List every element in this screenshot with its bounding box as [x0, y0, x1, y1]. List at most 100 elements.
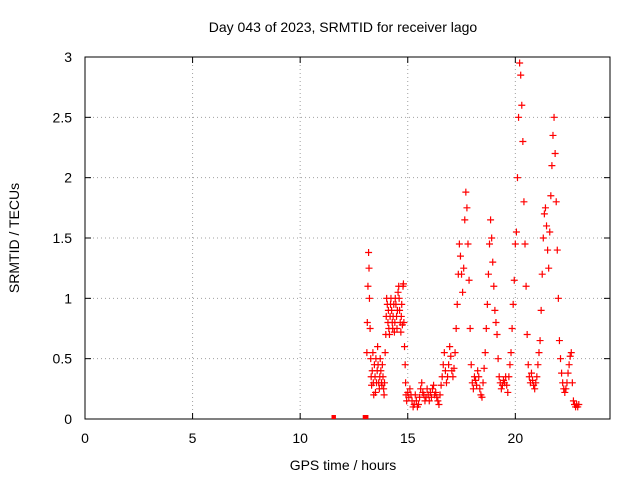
data-point [544, 246, 552, 254]
data-point [446, 343, 454, 351]
data-point [480, 364, 488, 372]
data-point [425, 397, 433, 405]
data-point [390, 328, 398, 336]
data-point [450, 364, 458, 372]
data-point [547, 192, 555, 200]
data-point [400, 318, 408, 326]
data-point [489, 258, 497, 266]
data-point [503, 381, 511, 389]
data-point [475, 373, 483, 381]
axis-ticks [84, 56, 610, 420]
data-point [518, 101, 526, 109]
data-point [412, 397, 420, 405]
data-point [377, 367, 385, 375]
data-point [491, 306, 499, 314]
data-point [393, 325, 401, 332]
data-point [436, 391, 444, 399]
data-point [437, 381, 445, 389]
data-point [524, 361, 532, 369]
data-point [447, 352, 455, 360]
data-point [435, 401, 443, 409]
data-point [487, 216, 495, 224]
data-point [492, 318, 500, 326]
data-point [532, 379, 540, 387]
data-point [366, 325, 374, 332]
data-point [416, 393, 424, 401]
data-point [536, 337, 544, 345]
data-point [381, 349, 389, 357]
data-point [540, 210, 548, 218]
data-point [551, 150, 559, 158]
data-point [569, 397, 577, 405]
data-point [517, 71, 525, 79]
data-point [490, 282, 498, 290]
data-point [452, 325, 460, 332]
x-tick-label: 20 [508, 430, 524, 446]
data-point [553, 246, 561, 254]
x-axis-label: GPS time / hours [290, 457, 397, 473]
data-point [415, 401, 423, 409]
data-point [535, 349, 543, 357]
x-axis-tick-labels: 0 5 10 15 20 [81, 430, 523, 446]
data-point [399, 280, 407, 288]
data-point [516, 59, 524, 67]
data-point [401, 361, 409, 369]
data-point [466, 325, 474, 332]
data-point [494, 355, 502, 363]
data-point [537, 306, 545, 314]
data-point [552, 198, 560, 206]
data-point [522, 282, 530, 290]
data-point [460, 264, 468, 272]
data-point [567, 349, 575, 357]
data-point [432, 388, 440, 396]
data-point [493, 331, 501, 339]
y-tick-label: 0 [64, 411, 72, 427]
y-tick-label: 1 [64, 290, 72, 306]
data-point [369, 349, 377, 357]
x-tick-label: 15 [400, 430, 416, 446]
data-point [575, 401, 583, 409]
data-point [508, 325, 516, 332]
data-point [505, 373, 513, 381]
data-point [564, 369, 572, 377]
data-point [397, 328, 405, 336]
data-point [378, 361, 386, 369]
data-point [374, 343, 382, 351]
data-point [562, 385, 570, 393]
data-point [504, 388, 512, 396]
data-point [445, 361, 453, 369]
data-point [511, 240, 519, 248]
data-point [417, 385, 425, 393]
data-point [364, 415, 369, 419]
data-point [406, 385, 414, 393]
y-tick-label: 3 [64, 49, 72, 65]
data-point [512, 228, 520, 236]
data-point [510, 276, 518, 284]
data-point [473, 381, 481, 389]
data-point [380, 391, 388, 399]
data-point [455, 240, 463, 248]
data-point [509, 300, 517, 308]
data-point [469, 385, 477, 393]
data-point [557, 355, 565, 363]
data-point [558, 369, 566, 377]
data-point [478, 393, 486, 401]
data-point [506, 361, 514, 369]
data-point [543, 222, 551, 230]
chart-title: Day 043 of 2023, SRMTID for receiver lag… [209, 19, 478, 35]
data-point [550, 113, 558, 121]
data-point [515, 113, 523, 121]
data-point [488, 234, 496, 242]
data-point [365, 294, 373, 302]
data-point [538, 270, 546, 278]
data-point [463, 204, 471, 212]
data-point [428, 385, 436, 393]
data-point [385, 331, 393, 339]
data-point [451, 349, 459, 357]
data-point [525, 373, 533, 381]
data-point [440, 349, 448, 357]
data-point [449, 373, 457, 381]
data-point [363, 349, 371, 357]
data-point [546, 228, 554, 236]
